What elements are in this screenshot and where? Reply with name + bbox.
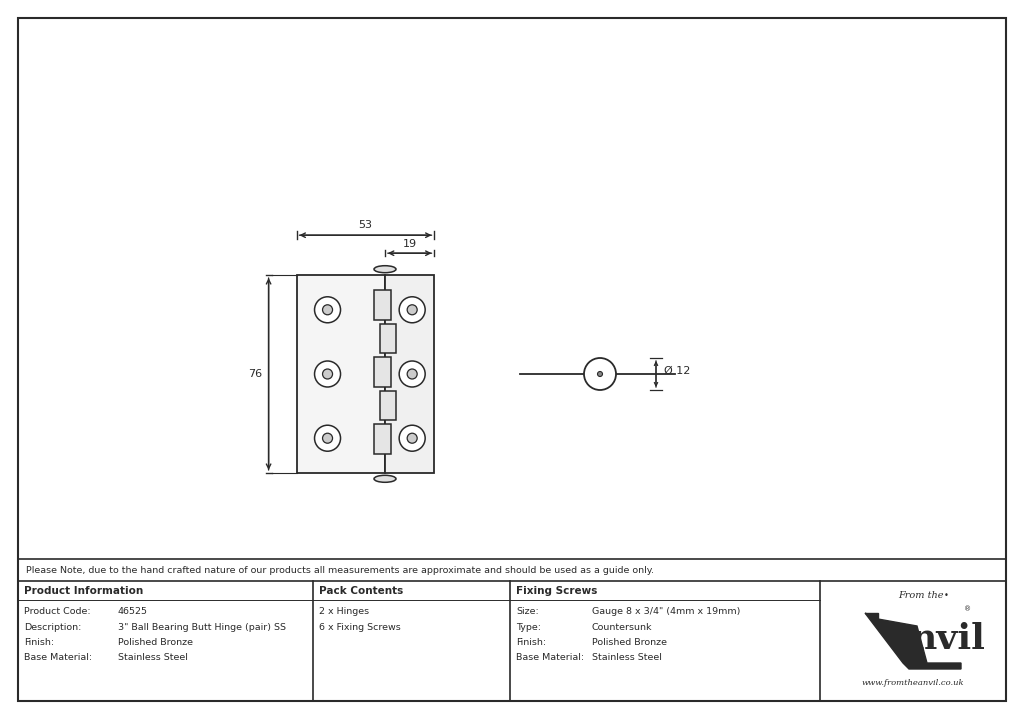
Text: Base Material:: Base Material: [24, 654, 92, 662]
Text: 76: 76 [249, 369, 262, 379]
Bar [374, 357, 390, 387]
Text: 46525: 46525 [118, 607, 148, 616]
Circle shape [408, 434, 417, 443]
Text: Finish:: Finish: [516, 638, 546, 647]
Text: Stainless Steel: Stainless Steel [592, 654, 662, 662]
Text: •: • [943, 592, 948, 600]
Circle shape [408, 369, 417, 379]
Text: www.fromtheanvil.co.uk: www.fromtheanvil.co.uk [861, 679, 965, 687]
Text: Pack Contents: Pack Contents [319, 586, 403, 596]
Circle shape [399, 297, 425, 323]
Bar [297, 275, 385, 473]
Bar [374, 424, 390, 454]
Text: Gauge 8 x 3/4" (4mm x 19mm): Gauge 8 x 3/4" (4mm x 19mm) [592, 607, 740, 616]
Text: Please Note, due to the hand crafted nature of our products all measurements are: Please Note, due to the hand crafted nat… [26, 566, 654, 575]
Text: Product Information: Product Information [24, 586, 143, 596]
Text: Description:: Description: [24, 623, 81, 631]
Circle shape [323, 305, 333, 315]
Circle shape [399, 361, 425, 387]
Text: Finish:: Finish: [24, 638, 54, 647]
Text: Polished Bronze: Polished Bronze [592, 638, 667, 647]
Text: Stainless Steel: Stainless Steel [118, 654, 187, 662]
Text: 2 x Hinges: 2 x Hinges [319, 607, 369, 616]
Ellipse shape [374, 266, 396, 273]
Bar [380, 324, 396, 353]
Circle shape [323, 434, 333, 443]
Text: Size:: Size: [516, 607, 539, 616]
Circle shape [314, 297, 341, 323]
Text: 6 x Fixing Screws: 6 x Fixing Screws [319, 623, 400, 631]
Text: Countersunk: Countersunk [592, 623, 652, 631]
Ellipse shape [374, 475, 396, 482]
Text: Type:: Type: [516, 623, 541, 631]
Text: Product Code:: Product Code: [24, 607, 91, 616]
Circle shape [399, 425, 425, 452]
Text: Fixing Screws: Fixing Screws [516, 586, 597, 596]
Circle shape [314, 425, 341, 452]
Text: 19: 19 [402, 239, 417, 249]
Polygon shape [865, 613, 878, 619]
Circle shape [323, 369, 333, 379]
Polygon shape [865, 613, 961, 669]
Circle shape [584, 358, 616, 390]
Bar [374, 290, 390, 319]
Text: From the: From the [898, 592, 944, 600]
Text: Ø 12: Ø 12 [664, 366, 690, 376]
Text: 53: 53 [358, 220, 373, 230]
Text: 3" Ball Bearing Butt Hinge (pair) SS: 3" Ball Bearing Butt Hinge (pair) SS [118, 623, 286, 631]
Circle shape [314, 361, 341, 387]
Bar [385, 275, 434, 473]
Text: nvil: nvil [911, 622, 986, 656]
Circle shape [408, 305, 417, 315]
Bar [380, 391, 396, 421]
Text: Base Material:: Base Material: [516, 654, 584, 662]
Text: Polished Bronze: Polished Bronze [118, 638, 193, 647]
Text: ®: ® [965, 606, 972, 612]
Circle shape [597, 372, 602, 377]
